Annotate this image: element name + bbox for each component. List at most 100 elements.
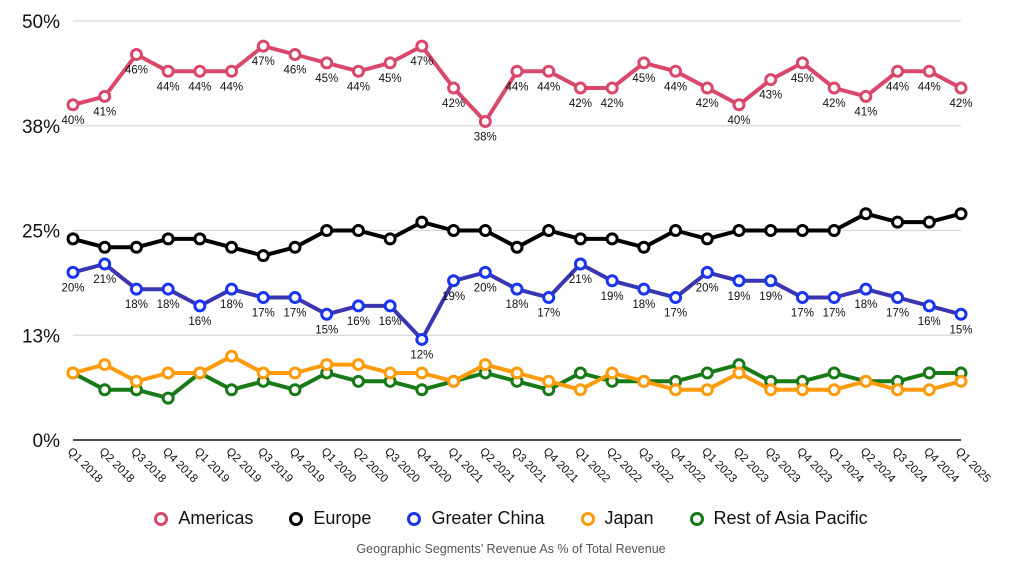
data-point (510, 282, 524, 296)
data-point (415, 366, 429, 380)
data-point (637, 56, 651, 70)
data-point (256, 39, 270, 53)
data-point (288, 366, 302, 380)
data-label: 44% (220, 81, 243, 93)
data-point (447, 374, 461, 388)
data-point (637, 240, 651, 254)
series-europe (66, 207, 968, 263)
data-point (351, 374, 365, 388)
data-point (478, 358, 492, 372)
data-label: 44% (188, 81, 211, 93)
data-point (225, 240, 239, 254)
data-point (859, 89, 873, 103)
legend-item: Japan (580, 508, 654, 529)
data-point (954, 307, 968, 321)
data-label: 16% (188, 316, 211, 328)
data-point (605, 81, 619, 95)
data-point (954, 207, 968, 221)
data-point (795, 383, 809, 397)
data-point (256, 366, 270, 380)
legend-marker-icon (407, 511, 422, 526)
data-point (66, 265, 80, 279)
data-label: 40% (727, 115, 750, 127)
legend-item: Greater China (407, 508, 545, 529)
data-point (129, 48, 143, 62)
data-point (447, 274, 461, 288)
data-label: 42% (442, 98, 465, 110)
data-point (66, 98, 80, 112)
data-point (700, 232, 714, 246)
data-point (922, 215, 936, 229)
data-point (542, 64, 556, 78)
data-point (827, 383, 841, 397)
data-point (98, 257, 112, 271)
data-label: 43% (759, 90, 782, 102)
data-point (827, 366, 841, 380)
data-point (922, 64, 936, 78)
legend-item: Rest of Asia Pacific (689, 508, 868, 529)
data-point (383, 56, 397, 70)
legend-label: Americas (178, 508, 254, 528)
data-label: 18% (125, 299, 148, 311)
legend-marker-icon (689, 511, 704, 526)
data-label: 21% (569, 274, 592, 286)
data-point (605, 366, 619, 380)
series-japan (66, 349, 968, 397)
data-label: 44% (347, 81, 370, 93)
data-label: 15% (949, 324, 972, 336)
data-point (415, 332, 429, 346)
data-point (161, 366, 175, 380)
data-label: 17% (537, 308, 560, 320)
data-point (669, 383, 683, 397)
data-point (98, 383, 112, 397)
data-point (542, 224, 556, 237)
data-point (510, 64, 524, 78)
data-point (922, 299, 936, 313)
data-label: 44% (505, 81, 528, 93)
data-label: 47% (252, 56, 275, 68)
data-label: 44% (664, 81, 687, 93)
data-point (542, 291, 556, 305)
data-point (573, 81, 587, 95)
data-label: 42% (569, 98, 592, 110)
data-point (415, 215, 429, 229)
legend: Americas Europe Greater China Japan Rest of … (0, 508, 1022, 529)
legend-marker-icon (580, 511, 595, 526)
data-label: 44% (918, 81, 941, 93)
data-label: 19% (727, 291, 750, 303)
data-point (891, 215, 905, 229)
series-lines (66, 39, 968, 405)
data-point (193, 232, 207, 246)
data-point (288, 291, 302, 305)
chart-title: Geographic Segments’ Revenue As % of Tot… (356, 542, 666, 556)
data-point (859, 374, 873, 388)
data-label: 18% (220, 299, 243, 311)
data-label: 46% (125, 65, 148, 77)
data-label: 17% (283, 308, 306, 320)
data-point (573, 232, 587, 246)
legend-label: Greater China (431, 508, 545, 528)
data-point (98, 240, 112, 254)
data-point (225, 282, 239, 296)
data-point (161, 282, 175, 296)
data-point (605, 274, 619, 288)
data-label: 45% (791, 73, 814, 85)
data-label: 19% (601, 291, 624, 303)
data-point (573, 366, 587, 380)
data-point (891, 291, 905, 305)
data-label: 17% (664, 308, 687, 320)
data-point (732, 366, 746, 380)
data-point (256, 291, 270, 305)
data-point (320, 358, 334, 372)
data-point (637, 374, 651, 388)
data-label: 42% (949, 98, 972, 110)
y-tick-label: 25% (22, 222, 60, 243)
data-label: 15% (315, 324, 338, 336)
legend-item: Europe (289, 508, 371, 529)
legend-item: Americas (154, 508, 253, 529)
data-point (288, 240, 302, 254)
data-label: 16% (918, 316, 941, 328)
data-labels: 40% 41% 46% 44% 44% 44% 47% 46% 45% 44% 45% 47% 42% 3… (61, 56, 972, 361)
data-label: 17% (252, 308, 275, 320)
